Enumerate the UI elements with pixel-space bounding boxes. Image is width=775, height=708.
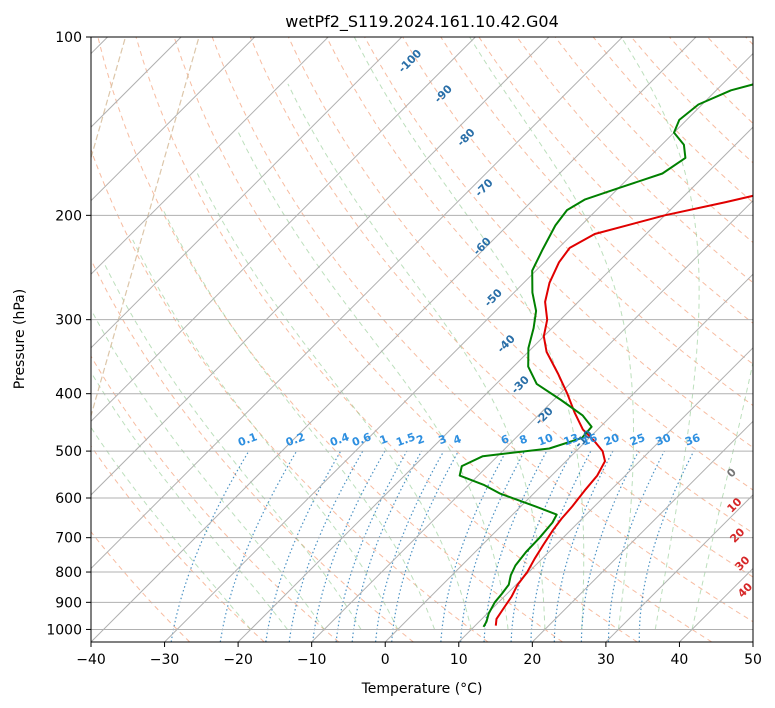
chart-title: wetPf2_S119.2024.161.10.42.G04 <box>285 12 559 32</box>
dry-adiabat <box>91 531 191 642</box>
dry-adiabat <box>91 148 489 642</box>
x-tick-label: 40 <box>671 652 689 668</box>
temperature-profile-line <box>494 194 753 626</box>
isotherm <box>91 37 256 202</box>
mixing-ratio-label: 0.6 <box>350 430 373 449</box>
y-tick-label: 400 <box>55 387 82 403</box>
isotherm <box>605 494 753 642</box>
x-tick-label: 10 <box>450 652 468 668</box>
mixing-ratio-label: 25 <box>628 431 647 448</box>
y-tick-label: 900 <box>55 595 82 611</box>
mixing-ratio-label: 1.5 <box>394 430 417 449</box>
dry-adiabat <box>516 37 753 284</box>
plot-frame <box>90 36 754 643</box>
moist-adiabat <box>469 37 634 630</box>
x-tick-label: 20 <box>523 652 541 668</box>
mixing-ratio-line <box>580 450 640 642</box>
mixing-ratio-label: 36 <box>683 431 702 449</box>
isotherm <box>237 126 753 642</box>
dry-adiabat <box>440 37 753 365</box>
mixing-ratio-label: 16 <box>580 431 599 449</box>
isotherm <box>91 37 697 642</box>
y-tick-label: 300 <box>55 313 82 329</box>
mixing-ratio-label: 6 <box>499 432 511 447</box>
y-axis-label: Pressure (hPa) <box>12 289 28 389</box>
isotherm <box>91 37 329 275</box>
dry-adiabat <box>97 37 563 642</box>
isotherm <box>91 37 476 423</box>
dry-adiabat <box>135 37 638 642</box>
plot-background <box>91 37 753 642</box>
isotherm <box>384 273 753 642</box>
moist-adiabat <box>287 83 546 630</box>
mixing-ratio-label: 0.2 <box>284 430 307 449</box>
moist-adiabat <box>238 132 509 630</box>
y-tick-label: 500 <box>55 444 82 460</box>
mixing-ratio-label: 0.1 <box>236 430 259 449</box>
y-tick-label: 800 <box>55 565 82 581</box>
dry-adiabat <box>249 37 753 578</box>
mixing-ratio-line <box>553 450 614 642</box>
mixing-ratio-line <box>288 450 364 642</box>
isotherm <box>91 37 550 496</box>
isotherm <box>164 52 753 642</box>
mixing-ratio-label: 3 <box>437 432 449 447</box>
moist-adiabat <box>91 426 252 630</box>
moist-adiabat <box>353 37 585 630</box>
moist-adiabat <box>196 173 472 630</box>
x-tick-label: 50 <box>744 652 762 668</box>
mixing-ratio-label: 1 <box>378 432 390 447</box>
x-tick-label: −10 <box>297 652 327 668</box>
dry-adiabat <box>402 37 753 407</box>
moist-adiabat <box>91 308 325 630</box>
mixing-ratio-label: 10 <box>536 431 555 449</box>
mixing-ratio-line <box>351 450 423 642</box>
isotherm <box>531 420 753 642</box>
y-tick-label: 700 <box>55 531 82 547</box>
mixing-ratio-line <box>335 450 408 642</box>
x-tick-label: 0 <box>381 652 390 668</box>
mixing-ratio-line <box>638 450 695 642</box>
moist-adiabat <box>691 360 753 630</box>
dewpoint-profile-line <box>458 83 753 628</box>
mixing-ratio-label: 0.4 <box>328 430 351 449</box>
mixing-ratio-label: 2 <box>415 432 427 447</box>
isotherm <box>458 347 753 642</box>
isotherm <box>311 199 753 642</box>
mixing-ratio-label: 20 <box>602 431 621 449</box>
mixing-ratio-label: 8 <box>518 432 530 447</box>
mixing-ratio-line <box>219 450 298 642</box>
dry-adiabat <box>91 445 265 642</box>
y-tick-label: 100 <box>55 30 82 46</box>
y-tick-label: 200 <box>55 208 82 224</box>
mixing-ratio-line <box>170 450 250 642</box>
mixing-ratio-line <box>607 450 665 642</box>
moist-adiabat <box>162 208 436 630</box>
mixing-ratio-line <box>375 450 445 642</box>
mixing-ratio-line <box>312 450 386 642</box>
moist-adiabat <box>132 239 399 630</box>
mixing-ratio-line <box>265 450 342 642</box>
isotherm <box>91 37 623 570</box>
x-tick-label: −20 <box>223 652 253 668</box>
dry-adiabat <box>211 37 753 623</box>
moist-adiabat <box>91 371 288 630</box>
x-tick-label: −40 <box>76 652 106 668</box>
mixing-ratio-label: 30 <box>654 431 673 449</box>
mixing-ratio-label: 4 <box>451 432 463 447</box>
y-tick-label: 600 <box>55 491 82 507</box>
isotherm <box>91 37 403 349</box>
mixing-ratio-label: 13 <box>562 431 581 448</box>
x-tick-label: 30 <box>597 652 615 668</box>
y-tick-label: 1000 <box>46 622 82 638</box>
x-axis-label: Temperature (°C) <box>361 681 483 697</box>
x-tick-label: −30 <box>150 652 180 668</box>
dry-adiabat <box>91 355 340 642</box>
isotherm <box>752 641 753 642</box>
